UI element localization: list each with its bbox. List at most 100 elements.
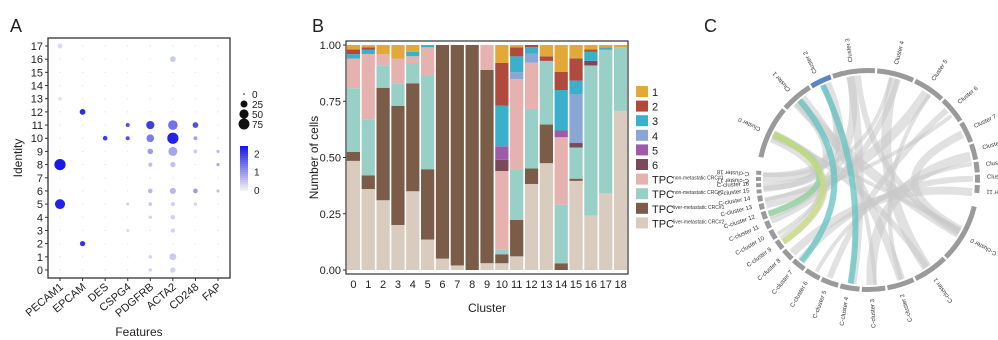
background-dot — [81, 71, 84, 74]
background-dot — [194, 242, 197, 245]
sector-arc — [783, 85, 811, 110]
background-dot — [127, 269, 129, 271]
sector-label: Cluster 4 — [894, 40, 906, 65]
background-dot — [172, 98, 174, 100]
background-dot — [217, 137, 219, 139]
background-dot — [172, 111, 174, 113]
dot-point — [170, 228, 175, 233]
x-tick-label: 5 — [425, 279, 431, 291]
y-tick-label: 1 — [37, 252, 43, 264]
dot-point — [193, 136, 198, 141]
background-dot — [81, 203, 84, 205]
bar-segment — [524, 47, 539, 54]
y-tick-label: 1.00 — [320, 40, 341, 52]
y-tick-label: 0 — [37, 265, 43, 277]
size-legend-label: 75 — [252, 120, 264, 131]
bar-segment — [495, 45, 509, 63]
sector-arc — [969, 143, 979, 161]
sector-arc — [974, 184, 980, 194]
color-legend-segment — [240, 162, 248, 165]
dot-point — [169, 56, 176, 63]
sector-label: C-cluster 0 — [969, 236, 998, 256]
bar-segment — [510, 170, 524, 220]
bar-segment — [495, 63, 509, 106]
panel-letter-a: A — [10, 16, 22, 36]
bar-segment — [495, 105, 509, 147]
color-legend-label: 0 — [254, 186, 260, 197]
bar-segment — [510, 72, 524, 80]
background-dot — [81, 216, 84, 218]
background-dot — [149, 45, 151, 47]
background-dot — [104, 256, 106, 258]
legend-label-suffix: liver-metastatic CRC#1 — [673, 205, 725, 211]
bar-segment — [361, 45, 375, 48]
background-dot — [104, 58, 106, 60]
sector-label: C-cluster 17 — [716, 177, 749, 183]
bar-segment — [524, 45, 539, 48]
y-tick-label: 10 — [31, 133, 43, 145]
background-dot — [149, 242, 151, 245]
color-legend-label: 2 — [254, 149, 260, 160]
sector-label: C-cluster 5 — [813, 289, 829, 319]
sector-label: Cluster 10 — [987, 174, 998, 180]
background-dot — [104, 269, 106, 271]
dot-point — [79, 240, 86, 247]
legend-swatch — [636, 129, 648, 141]
chord-link-highlight — [797, 98, 838, 264]
bar-segment — [495, 146, 509, 160]
legend-label: 6 — [652, 160, 658, 172]
bar-segment — [569, 143, 583, 148]
size-legend-dot — [243, 93, 245, 95]
bar-segment — [539, 56, 553, 61]
background-dot — [81, 45, 84, 47]
y-tick-label: 14 — [31, 81, 43, 93]
background-dot — [127, 256, 129, 258]
background-dot — [81, 229, 84, 232]
bar-segment — [361, 47, 375, 50]
bar-segment — [361, 175, 375, 189]
dot-point — [216, 149, 220, 153]
bar-segment — [495, 171, 509, 250]
bar-segment — [539, 163, 553, 270]
background-dot — [217, 216, 219, 218]
y-tick-label: 6 — [37, 186, 43, 198]
bar-segment — [510, 47, 524, 57]
sector-label: C-cluster 3 — [870, 298, 877, 328]
background-dot — [59, 84, 61, 87]
size-legend-label: 0 — [252, 90, 258, 101]
bar-segment — [524, 53, 539, 63]
sector-arc — [973, 161, 980, 173]
bar-segment — [406, 51, 420, 57]
bar-segment — [465, 45, 479, 270]
background-dot — [194, 58, 197, 60]
legend-swatch — [636, 159, 648, 170]
bar-segment — [599, 193, 613, 270]
bar-segment — [524, 62, 539, 109]
y-tick-label: 0.00 — [320, 265, 341, 277]
y-tick-label: 4 — [37, 212, 43, 224]
background-dot — [217, 256, 219, 258]
background-dot — [149, 177, 151, 179]
x-tick-label: 8 — [469, 279, 475, 291]
color-legend-segment — [240, 146, 248, 149]
bar-segment — [554, 90, 568, 131]
sector-arc — [820, 276, 839, 288]
dot-point — [126, 228, 130, 233]
y-tick-label: 0.50 — [320, 153, 341, 165]
dot-point — [147, 148, 154, 155]
sector-arc — [832, 67, 876, 79]
sector-label: C-cluster 2 — [900, 292, 915, 322]
x-tick-label: 11 — [511, 279, 522, 291]
dot-point — [192, 122, 199, 128]
bar-segment — [584, 60, 598, 66]
background-dot — [104, 150, 106, 153]
bar-segment — [406, 56, 420, 63]
bar-segment — [376, 45, 390, 54]
background-dot — [194, 256, 197, 258]
bar-segment — [569, 180, 583, 270]
bar-segment — [599, 47, 613, 50]
background-dot — [172, 242, 174, 245]
bar-segment — [435, 45, 450, 259]
sector-arc — [810, 74, 832, 89]
background-dot — [194, 45, 197, 47]
